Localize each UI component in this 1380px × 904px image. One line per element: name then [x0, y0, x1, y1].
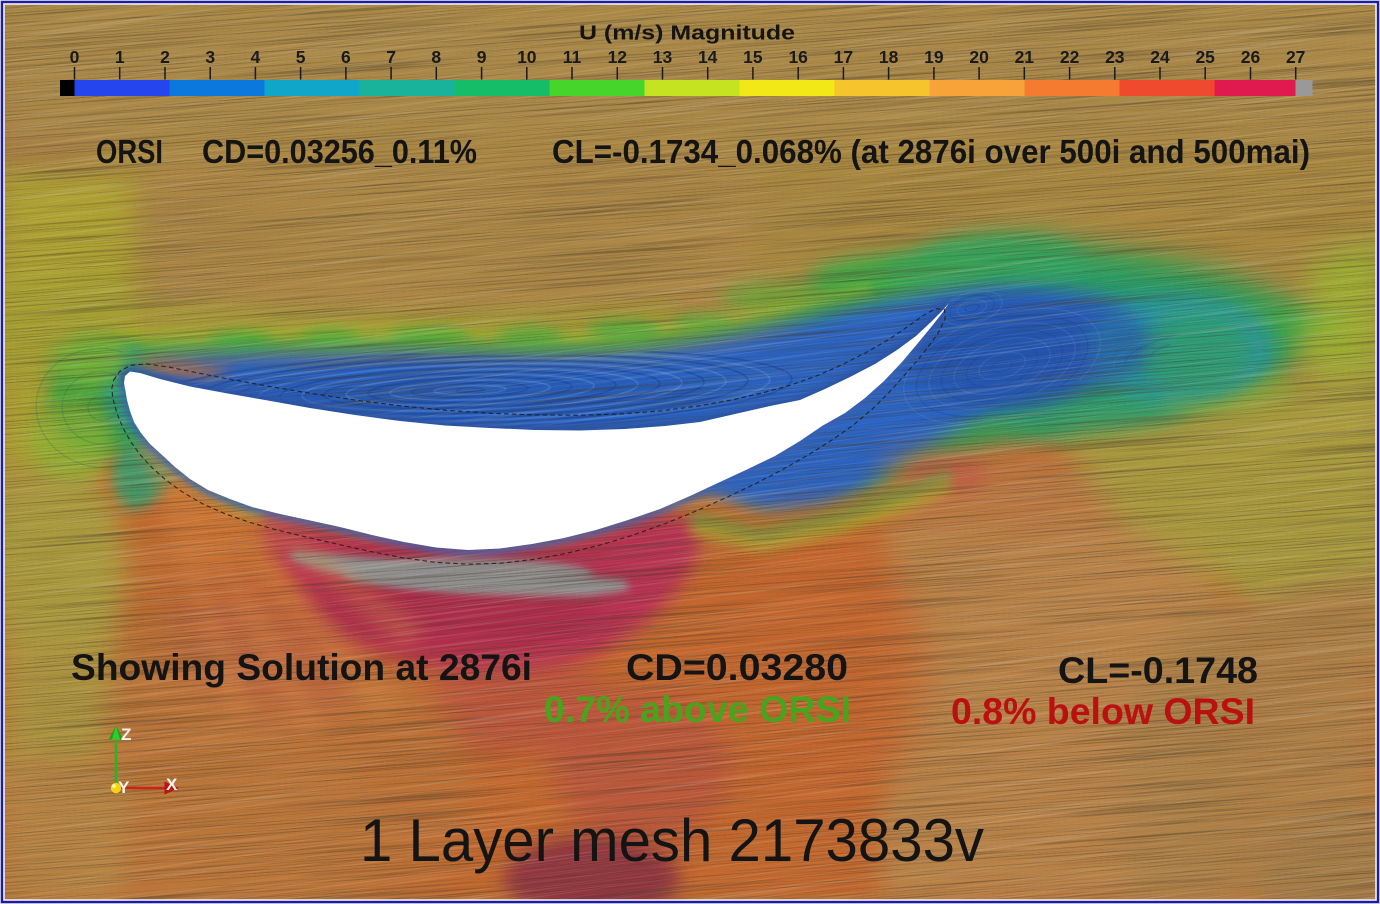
- svg-text:9: 9: [477, 47, 487, 67]
- svg-text:10: 10: [517, 47, 537, 67]
- svg-text:0: 0: [70, 47, 80, 67]
- svg-text:5: 5: [296, 47, 306, 67]
- svg-text:11: 11: [563, 47, 582, 67]
- svg-text:ORSI: ORSI: [96, 133, 163, 170]
- svg-text:X: X: [166, 775, 178, 794]
- svg-text:0.7% above ORSI: 0.7% above ORSI: [544, 689, 851, 730]
- svg-text:4: 4: [251, 47, 261, 67]
- svg-text:CD=0.03280: CD=0.03280: [626, 647, 848, 688]
- svg-text:15: 15: [743, 47, 763, 67]
- svg-text:1: 1: [115, 47, 125, 67]
- svg-text:12: 12: [608, 47, 628, 67]
- svg-text:3: 3: [205, 47, 215, 67]
- svg-text:24: 24: [1150, 47, 1170, 67]
- svg-text:U (m/s) Magnitude: U (m/s) Magnitude: [579, 23, 795, 45]
- svg-text:18: 18: [879, 47, 899, 67]
- svg-text:17: 17: [834, 47, 853, 67]
- svg-text:CL=-0.1748: CL=-0.1748: [1058, 650, 1258, 691]
- svg-text:CL=-0.1734_0.068% (at 2876i ov: CL=-0.1734_0.068% (at 2876i over 500i an…: [552, 133, 1310, 170]
- svg-text:CD=0.03256_0.11%: CD=0.03256_0.11%: [202, 133, 477, 170]
- svg-text:1 Layer mesh 2173833v: 1 Layer mesh 2173833v: [360, 807, 984, 874]
- svg-text:13: 13: [653, 47, 673, 67]
- svg-text:26: 26: [1241, 47, 1261, 67]
- svg-text:23: 23: [1105, 47, 1125, 67]
- svg-text:Y: Y: [118, 778, 130, 797]
- svg-text:14: 14: [698, 47, 718, 67]
- svg-text:22: 22: [1060, 47, 1080, 67]
- svg-text:Showing Solution at 2876i: Showing Solution at 2876i: [71, 647, 532, 688]
- svg-text:21: 21: [1015, 47, 1035, 67]
- svg-text:16: 16: [788, 47, 808, 67]
- svg-text:2: 2: [160, 47, 170, 67]
- svg-text:Z: Z: [121, 725, 131, 744]
- svg-text:6: 6: [341, 47, 351, 67]
- svg-text:27: 27: [1286, 47, 1305, 67]
- svg-text:25: 25: [1195, 47, 1215, 67]
- svg-text:0.8% below ORSI: 0.8% below ORSI: [951, 691, 1255, 732]
- svg-text:8: 8: [431, 47, 441, 67]
- svg-text:20: 20: [969, 47, 989, 67]
- svg-text:19: 19: [924, 47, 944, 67]
- svg-text:7: 7: [386, 47, 396, 67]
